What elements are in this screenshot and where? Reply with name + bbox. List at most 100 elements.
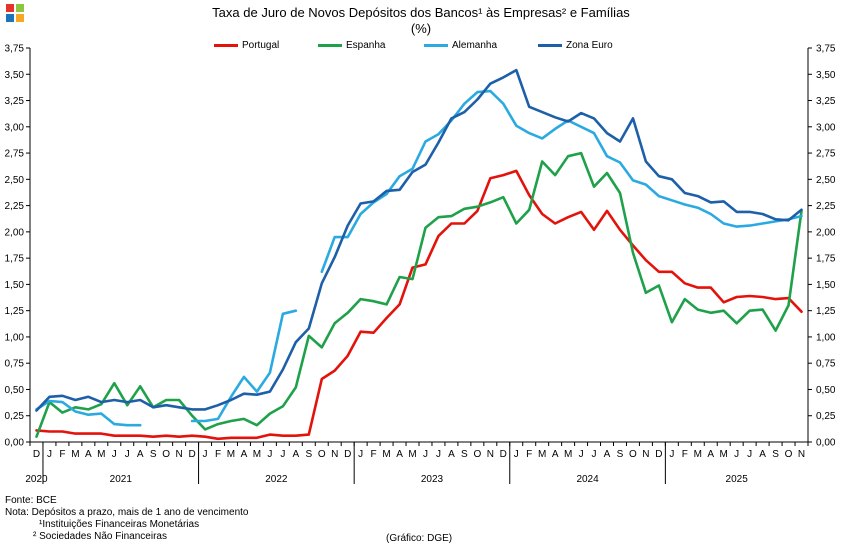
y-tick-label-right: 2,50 <box>816 175 836 186</box>
x-month-label: F <box>526 449 532 460</box>
x-month-label: D <box>500 449 507 460</box>
logo-square-2 <box>16 4 24 12</box>
x-month-label: A <box>707 449 714 460</box>
legend-label-espanha: Espanha <box>346 40 386 51</box>
x-month-label: O <box>473 449 481 460</box>
y-tick-label-right: 2,25 <box>816 201 836 212</box>
x-month-label: N <box>798 449 805 460</box>
x-month-label: S <box>305 449 312 460</box>
x-month-label: A <box>292 449 299 460</box>
y-tick-label-right: 0,75 <box>816 359 836 370</box>
x-month-label: O <box>785 449 793 460</box>
x-month-label: J <box>579 449 584 460</box>
x-month-label: M <box>71 449 79 460</box>
y-tick-label-right: 1,25 <box>816 306 836 317</box>
x-month-label: S <box>150 449 157 460</box>
y-tick-label-left: 0,50 <box>5 385 25 396</box>
logo-square-3 <box>6 14 14 22</box>
x-month-label: S <box>617 449 624 460</box>
x-month-label: S <box>772 449 779 460</box>
y-tick-label-left: 0,00 <box>5 438 25 449</box>
x-month-label: M <box>97 449 105 460</box>
x-month-label: A <box>241 449 248 460</box>
x-year-label: 2021 <box>110 474 133 485</box>
x-month-label: J <box>747 449 752 460</box>
x-month-label: S <box>461 449 468 460</box>
series-line-espanha <box>35 151 803 438</box>
x-month-label: J <box>669 449 674 460</box>
source-note: Fonte: BCE <box>5 495 57 506</box>
series-line-portugal <box>35 169 803 441</box>
x-month-label: A <box>137 449 144 460</box>
x-month-label: A <box>396 449 403 460</box>
y-tick-label-left: 0,25 <box>5 411 25 422</box>
legend-item-espanha: Espanha <box>318 40 385 51</box>
dge-logo <box>6 4 24 22</box>
x-month-label: M <box>408 449 416 460</box>
x-month-label: D <box>344 449 351 460</box>
x-month-label: M <box>253 449 261 460</box>
x-month-label: A <box>448 449 455 460</box>
chart-credit: (Gráfico: DGE) <box>386 533 453 544</box>
y-tick-label-left: 3,25 <box>5 96 25 107</box>
legend-swatch-portugal <box>214 44 238 47</box>
y-tick-label-left: 3,50 <box>5 70 25 81</box>
x-month-label: D <box>188 449 195 460</box>
x-month-label: M <box>720 449 728 460</box>
x-month-label: J <box>267 449 272 460</box>
legend-swatch-zona-euro <box>538 44 562 47</box>
x-month-label: M <box>694 449 702 460</box>
x-month-label: M <box>564 449 572 460</box>
x-month-label: F <box>215 449 221 460</box>
footnote-1: ¹Instituições Financeiras Monetárias <box>39 519 200 530</box>
x-month-label: J <box>125 449 130 460</box>
x-year-label: 2025 <box>726 474 749 485</box>
x-month-label: M <box>382 449 390 460</box>
x-year-label: 2023 <box>421 474 444 485</box>
x-year-label: 2022 <box>265 474 288 485</box>
chart-subtitle: (%) <box>410 21 432 36</box>
y-tick-label-left: 1,75 <box>5 254 25 265</box>
y-tick-label-right: 1,00 <box>816 332 836 343</box>
x-month-label: J <box>734 449 739 460</box>
x-month-label: O <box>318 449 326 460</box>
y-tick-label-left: 1,25 <box>5 306 25 317</box>
x-month-label: N <box>331 449 338 460</box>
footnote-2: ² Sociedades Não Financeiras <box>33 531 167 542</box>
y-tick-label-right: 1,75 <box>816 254 836 265</box>
x-month-label: J <box>112 449 117 460</box>
x-month-label: N <box>487 449 494 460</box>
series-line-alemanha <box>35 399 142 427</box>
chart-notes: Fonte: BCE Nota: Depósitos a prazo, mais… <box>5 495 248 543</box>
x-month-label: M <box>538 449 546 460</box>
legend-label-alemanha: Alemanha <box>452 40 498 51</box>
x-month-label: J <box>514 449 519 460</box>
x-month-label: J <box>47 449 52 460</box>
x-month-label: J <box>423 449 428 460</box>
legend-item-zona-euro: Zona Euro <box>538 40 613 51</box>
y-tick-label-left: 0,75 <box>5 359 25 370</box>
x-month-label: A <box>552 449 559 460</box>
series-line-alemanha <box>190 309 298 423</box>
chart-title: Taxa de Juro de Novos Depósitos dos Banc… <box>212 5 630 20</box>
x-month-label: D <box>655 449 662 460</box>
y-tick-label-left: 1,00 <box>5 332 25 343</box>
y-tick-label-right: 3,25 <box>816 96 836 107</box>
x-month-label: A <box>85 449 92 460</box>
x-month-label: F <box>59 449 65 460</box>
y-tick-label-left: 1,50 <box>5 280 25 291</box>
x-month-label: J <box>280 449 285 460</box>
legend-item-alemanha: Alemanha <box>424 40 497 51</box>
x-year-label: 2024 <box>576 474 599 485</box>
x-month-label: O <box>162 449 170 460</box>
y-tick-label-right: 3,00 <box>816 122 836 133</box>
x-month-label: N <box>175 449 182 460</box>
x-month-label: J <box>203 449 208 460</box>
legend-label-zona-euro: Zona Euro <box>566 40 613 51</box>
y-tick-label-right: 2,75 <box>816 149 836 160</box>
y-tick-label-left: 2,75 <box>5 149 25 160</box>
y-tick-label-right: 0,00 <box>816 438 836 449</box>
series-line-alemanha <box>320 89 803 274</box>
x-month-label: D <box>33 449 40 460</box>
